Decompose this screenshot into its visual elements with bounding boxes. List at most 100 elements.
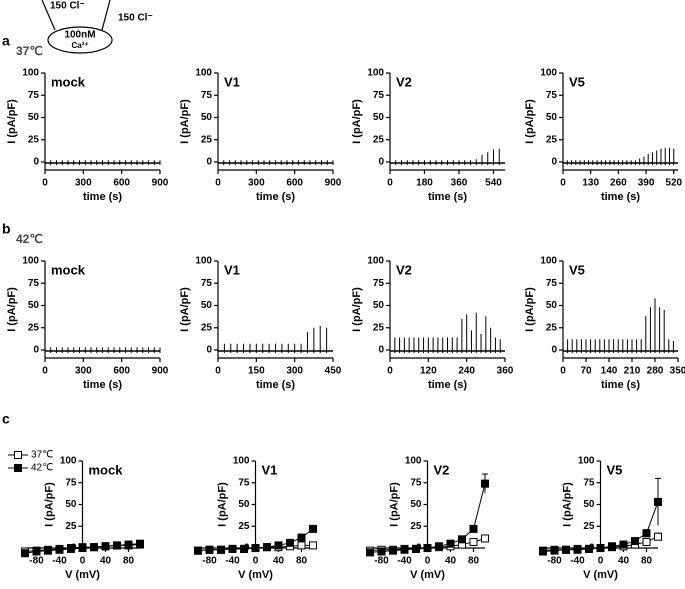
- marker: [78, 544, 87, 553]
- y-tick-label: 50: [410, 499, 422, 510]
- diagram-label: 100nM: [64, 30, 95, 41]
- marker: [412, 544, 420, 553]
- y-tick-label: 25: [546, 134, 558, 145]
- x-tick-label: 80: [123, 556, 135, 567]
- marker: [205, 545, 214, 554]
- y-tick-label: 0: [33, 345, 39, 356]
- diagram-label: 150 Cl⁻: [118, 13, 153, 24]
- marker: [435, 542, 443, 551]
- panel-title: V1: [224, 74, 240, 89]
- marker: [377, 547, 386, 556]
- y-tick-label: 0: [378, 157, 384, 168]
- marker: [654, 497, 662, 506]
- marker: [596, 544, 605, 553]
- x-axis-label: V (mV): [583, 569, 618, 581]
- x-tick-label: -40: [225, 556, 240, 567]
- x-tick-label: 0: [80, 556, 86, 567]
- y-axis-label: I (pA/pF): [43, 482, 55, 527]
- y-tick-label: 75: [201, 278, 213, 289]
- x-axis-label: time (s): [256, 191, 295, 203]
- panel-condition: 42℃: [16, 232, 43, 246]
- y-tick-label: 75: [28, 90, 40, 101]
- y-axis-label: I (pA/pF): [388, 482, 400, 527]
- y-axis-label: I (pA/pF): [6, 99, 18, 144]
- x-tick-label: -80: [29, 556, 44, 567]
- x-tick-label: 40: [618, 556, 630, 567]
- x-tick-label: 80: [468, 556, 480, 567]
- y-tick-label: 100: [540, 256, 557, 267]
- y-tick-label: 100: [195, 68, 212, 79]
- x-tick-label: 180: [416, 178, 433, 189]
- electrode: [101, 0, 111, 31]
- x-tick-label: 120: [420, 366, 437, 377]
- y-tick-label: 25: [373, 134, 385, 145]
- legend-label: 42℃: [31, 463, 53, 474]
- y-axis-label: I (pA/pF): [179, 99, 191, 144]
- y-tick-label: 100: [233, 456, 250, 467]
- x-axis-label: time (s): [601, 379, 640, 391]
- x-axis-label: time (s): [428, 379, 467, 391]
- x-axis-label: time (s): [428, 191, 467, 203]
- marker: [101, 542, 110, 551]
- x-tick-label: 360: [451, 178, 468, 189]
- y-tick-label: 0: [551, 345, 557, 356]
- y-tick-label: 50: [201, 112, 213, 123]
- marker: [263, 543, 271, 552]
- y-tick-label: 75: [583, 477, 595, 488]
- x-axis-label: V (mV): [238, 569, 273, 581]
- marker: [446, 539, 455, 548]
- y-tick-label: 100: [60, 456, 77, 467]
- x-tick-label: 40: [273, 556, 285, 567]
- marker: [469, 537, 478, 546]
- y-tick-label: 0: [378, 345, 384, 356]
- x-tick-label: 900: [325, 178, 342, 189]
- electrode: [41, 0, 56, 31]
- y-tick-label: 0: [33, 157, 39, 168]
- x-tick-label: 300: [286, 366, 303, 377]
- x-tick-label: -80: [374, 556, 389, 567]
- y-tick-label: 75: [65, 477, 77, 488]
- x-tick-label: 520: [665, 178, 682, 189]
- marker: [469, 524, 478, 533]
- x-tick-label: 450: [325, 366, 342, 377]
- y-axis-label: I (pA/pF): [179, 287, 191, 332]
- marker: [136, 539, 144, 548]
- marker: [32, 547, 41, 556]
- y-tick-label: 25: [583, 521, 595, 532]
- x-tick-label: -80: [547, 556, 562, 567]
- x-tick-label: 0: [425, 556, 431, 567]
- x-tick-label: 280: [647, 366, 664, 377]
- x-tick-label: 40: [100, 556, 112, 567]
- panel-title: V5: [607, 462, 623, 477]
- y-tick-label: 25: [373, 322, 385, 333]
- y-tick-label: 75: [546, 278, 558, 289]
- y-tick-label: 100: [405, 456, 422, 467]
- panel-letter: b: [2, 221, 11, 237]
- x-tick-label: -40: [52, 556, 67, 567]
- y-tick-label: 75: [201, 90, 213, 101]
- y-tick-label: 25: [28, 134, 40, 145]
- panel-title: mock: [89, 462, 124, 477]
- x-tick-label: 540: [485, 178, 502, 189]
- x-axis-label: V (mV): [410, 569, 445, 581]
- y-tick-label: 75: [238, 477, 250, 488]
- marker: [458, 535, 466, 544]
- x-tick-label: 390: [638, 178, 655, 189]
- x-tick-label: 600: [113, 366, 130, 377]
- y-tick-label: 100: [367, 68, 384, 79]
- marker: [90, 543, 98, 552]
- x-tick-label: -40: [570, 556, 585, 567]
- marker: [481, 479, 489, 488]
- y-axis-label: I (pA/pF): [561, 482, 573, 527]
- panel-title: V5: [569, 262, 585, 277]
- x-tick-label: 0: [215, 178, 221, 189]
- legend-marker: [14, 451, 22, 459]
- x-tick-label: 0: [42, 366, 48, 377]
- y-tick-label: 75: [410, 477, 422, 488]
- x-tick-label: 900: [152, 366, 169, 377]
- y-axis-label: I (pA/pF): [351, 99, 363, 144]
- marker: [113, 541, 121, 550]
- y-axis-label: I (pA/pF): [524, 99, 536, 144]
- y-axis-label: I (pA/pF): [524, 287, 536, 332]
- diagram-label: 150 Cl⁻: [50, 1, 85, 12]
